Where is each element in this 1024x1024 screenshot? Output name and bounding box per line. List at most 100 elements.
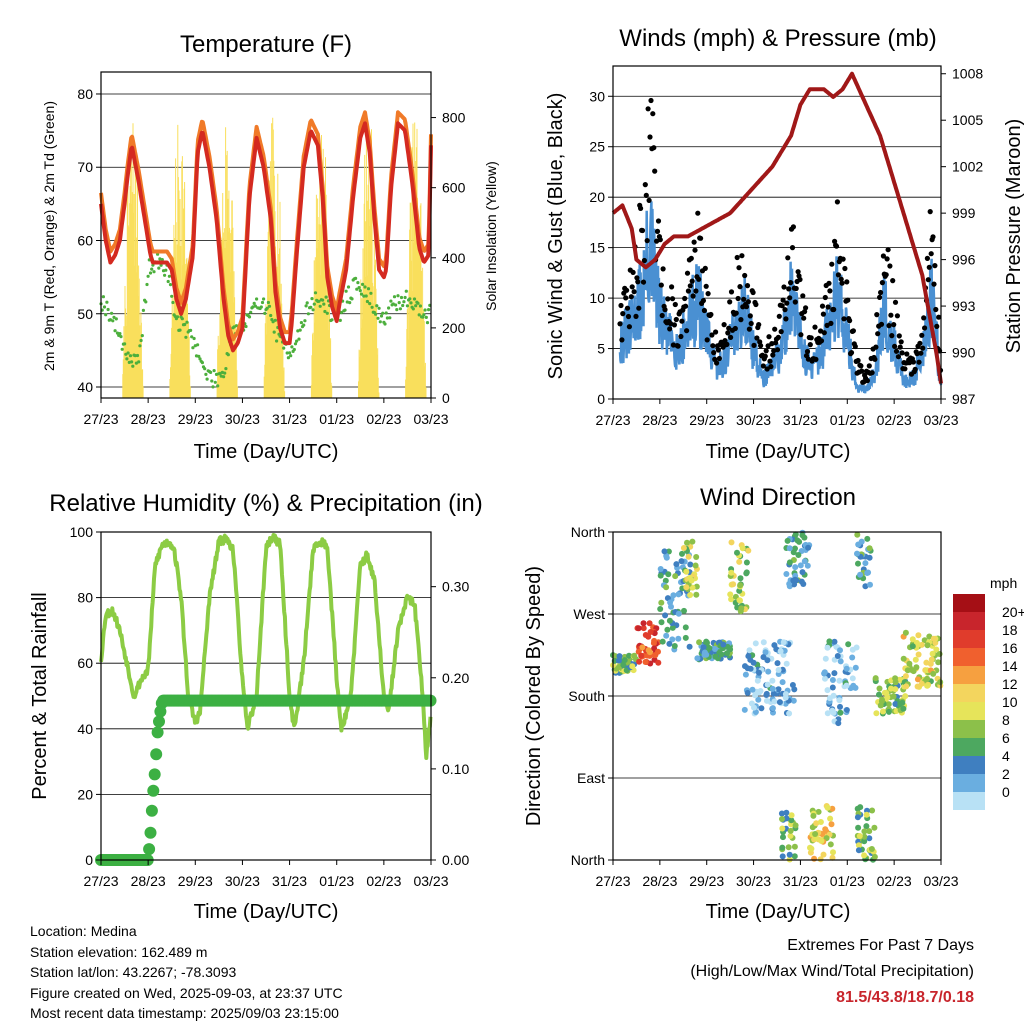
direction-point [829, 854, 836, 861]
direction-point [712, 653, 719, 660]
dewpoint-point [269, 313, 273, 318]
dewpoint-point [348, 301, 352, 305]
x-tick-label: 27/23 [595, 412, 630, 428]
dewpoint-point [322, 302, 326, 306]
y-tick-label: 10 [589, 290, 605, 306]
x-tick-label: 28/23 [642, 412, 677, 428]
direction-point [728, 569, 735, 576]
direction-point [615, 657, 622, 664]
dewpoint-point [265, 306, 269, 310]
dewpoint-point [290, 345, 294, 349]
y-tick-label: 60 [77, 655, 93, 671]
gust-point [793, 285, 799, 292]
winds-xlabel: Time (Day/UTC) [706, 441, 851, 463]
direction-point [669, 624, 676, 631]
dewpoint-point [263, 311, 267, 315]
y-right-tick-label: 0.30 [442, 579, 469, 595]
dewpoint-point [128, 354, 133, 358]
direction-point [727, 646, 734, 653]
direction-point [849, 646, 856, 653]
direction-point [876, 685, 883, 692]
direction-point [830, 709, 837, 716]
direction-point [657, 572, 664, 579]
gust-point [897, 344, 903, 350]
dewpoint-point [168, 283, 173, 287]
direction-point [640, 625, 647, 632]
gust-point [646, 197, 652, 203]
gust-point [684, 270, 691, 276]
gust-point [724, 341, 730, 347]
direction-point [769, 677, 776, 684]
direction-point [742, 671, 749, 678]
gust-point [801, 315, 807, 321]
direction-point [871, 824, 878, 831]
gust-point [872, 356, 878, 362]
precip-point [150, 748, 163, 761]
direction-point [900, 705, 907, 712]
y-right-tick-label: 0.20 [442, 670, 469, 686]
direction-color-legend: 20+ 18 16 14 12 10 8 6 4 2 0 [953, 594, 1024, 810]
temperature-xlabel: Time (Day/UTC) [194, 441, 339, 463]
direction-point [930, 635, 937, 642]
direction-point [854, 814, 861, 821]
direction-point [758, 705, 765, 712]
direction-point [662, 612, 669, 619]
gust-point [753, 301, 759, 308]
direction-point [877, 702, 884, 709]
gust-point [679, 318, 685, 324]
gust-point [620, 311, 626, 317]
x-tick-label: 03/23 [413, 411, 448, 427]
direction-point [638, 652, 645, 659]
gust-point [834, 199, 841, 205]
gust-point [924, 255, 931, 261]
y-right-tick-label: 1005 [952, 112, 983, 128]
dewpoint-point [397, 301, 401, 305]
direction-point [720, 641, 727, 648]
gust-point [623, 295, 629, 301]
gust-point [813, 356, 819, 362]
dewpoint-point [299, 321, 303, 325]
direction-point [647, 629, 654, 635]
y-tick-label: 50 [77, 306, 93, 322]
direction-point [797, 562, 804, 569]
direction-point [770, 690, 777, 697]
gust-point [683, 303, 689, 309]
dewpoint-point [396, 294, 400, 298]
gust-point [628, 294, 634, 300]
direction-point [933, 646, 940, 653]
direction-point [899, 699, 906, 706]
dewpoint-point [298, 328, 302, 332]
direction-point [815, 808, 822, 815]
gust-point [808, 335, 814, 341]
dewpoint-point [166, 279, 170, 284]
x-tick-label: 28/23 [131, 411, 166, 427]
dewpoint-point [171, 300, 175, 305]
dewpoint-point [296, 329, 300, 333]
gust-point [784, 300, 790, 306]
dewpoint-point [131, 364, 135, 368]
gust-point [912, 366, 918, 372]
gust-point [800, 293, 806, 299]
gust-point [669, 284, 675, 290]
direction-point [864, 535, 871, 542]
direction-point [792, 531, 799, 538]
winds-series [611, 71, 944, 394]
direction-point [775, 686, 782, 693]
direction-point [927, 660, 934, 667]
gust-point [775, 334, 782, 340]
direction-point [671, 643, 678, 649]
dewpoint-point [418, 304, 422, 308]
gust-point [885, 247, 891, 253]
gust-point [624, 305, 631, 311]
direction-point [736, 558, 743, 565]
gust-point [767, 358, 773, 364]
dewpoint-point [311, 308, 315, 312]
y-tick-label: 80 [77, 86, 93, 102]
gust-point [702, 265, 708, 271]
dewpoint-point [272, 330, 276, 334]
direction-point [924, 642, 931, 649]
direction-point [791, 843, 798, 850]
direction-point [780, 834, 786, 841]
dewpoint-point [317, 299, 321, 303]
